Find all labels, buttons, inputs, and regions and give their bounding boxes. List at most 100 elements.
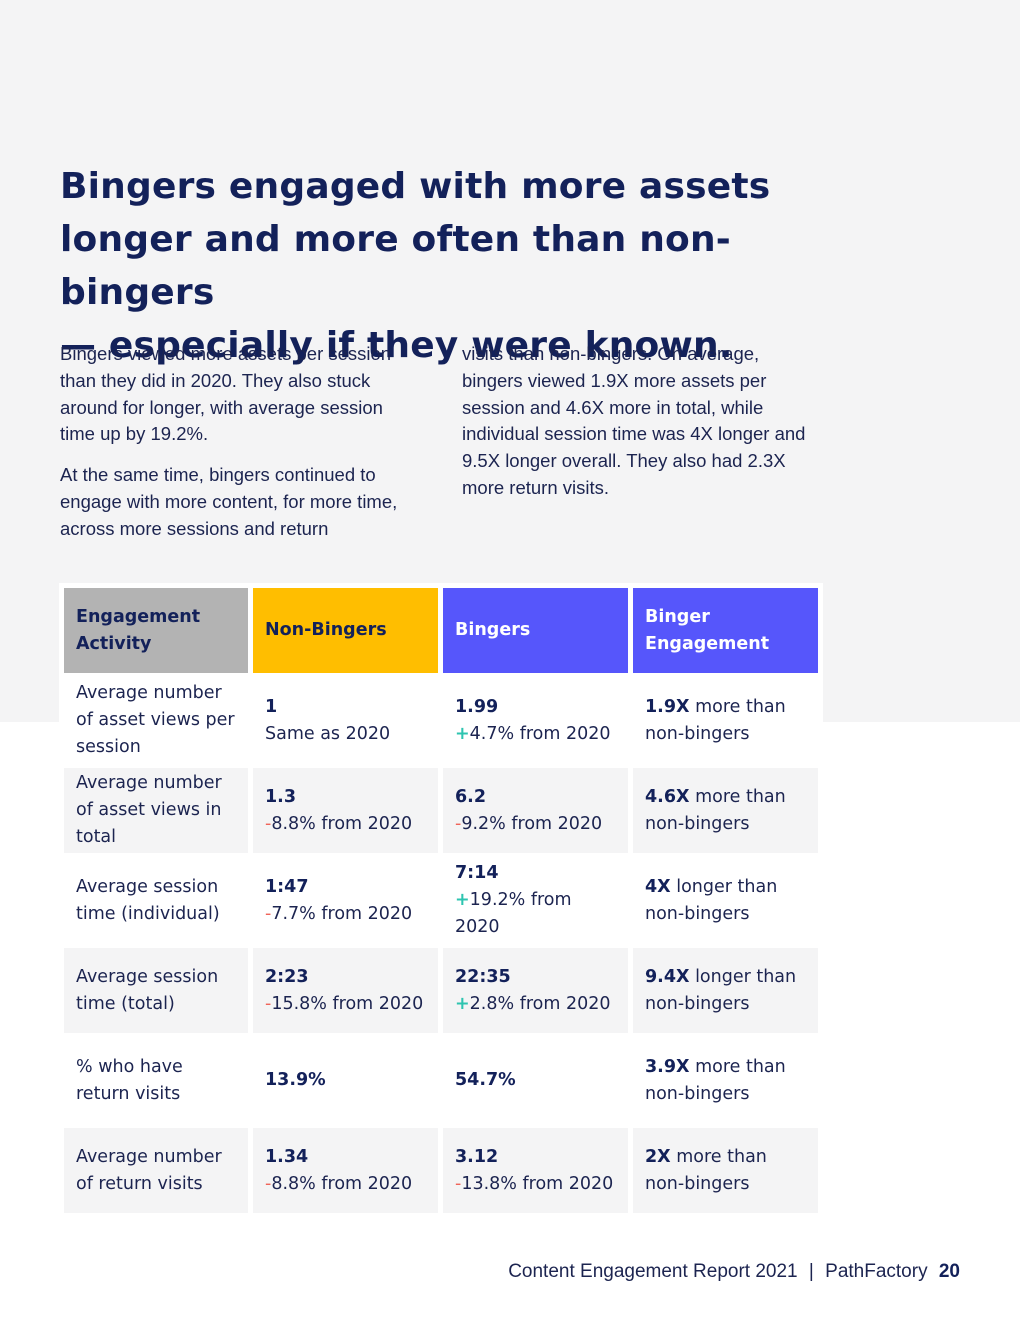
page-headline: Bingers engaged with more assets longer … [60, 160, 860, 372]
engagement-multiplier: 2X [645, 1146, 671, 1167]
header-non-bingers: Non-Bingers [253, 588, 438, 673]
engagement-text: longer than non-bingers [645, 966, 797, 1014]
binger-engagement-cell: 2X more than non-bingers [633, 1128, 818, 1213]
non_bingers-value: 1:47 [265, 876, 309, 897]
activity-cell: Average session time (total) [64, 948, 248, 1033]
bingers-cell: 1.99 +4.7% from 2020 [443, 678, 628, 763]
table-header-row: Engagement Activity Non-Bingers Bingers … [64, 588, 818, 673]
non-bingers-cell: 13.9% [253, 1038, 438, 1123]
activity-label: % who have return visits [76, 1056, 183, 1104]
bingers-change-sign: + [455, 723, 470, 744]
non_bingers-value: 13.9% [265, 1070, 326, 1090]
header-engagement-activity: Engagement Activity [64, 588, 248, 673]
table-row: Average number of asset views per sessio… [64, 678, 818, 763]
headline-line: Bingers engaged with more assets [60, 166, 771, 207]
non-bingers-cell: 2:23 -15.8% from 2020 [253, 948, 438, 1033]
non_bingers-change-sign: - [265, 903, 272, 924]
non_bingers-change-sign: - [265, 1173, 272, 1194]
non-bingers-cell: 1 Same as 2020 [253, 678, 438, 763]
bingers-value: 7:14 [455, 863, 499, 883]
non-bingers-cell: 1:47 -7.7% from 2020 [253, 858, 438, 943]
activity-label: Average number of asset views per sessio… [76, 683, 235, 757]
body-paragraph: Bingers viewed more assets per session t… [60, 343, 392, 445]
engagement-multiplier: 4.6X [645, 786, 690, 807]
non-bingers-cell: 1.34 -8.8% from 2020 [253, 1128, 438, 1213]
activity-cell: Average session time (individual) [64, 858, 248, 943]
activity-label: Average session time (total) [76, 966, 219, 1014]
footer-separator: | [808, 1261, 814, 1282]
bingers-cell: 6.2 -9.2% from 2020 [443, 768, 628, 853]
headline-line: — especially if they were known. [60, 325, 733, 366]
table-row: Average session time (individual) 1:47 -7.… [64, 858, 818, 943]
page-number: 20 [938, 1261, 960, 1282]
bingers-value: 22:35 [455, 966, 511, 987]
engagement-text: more than non-bingers [645, 1056, 786, 1104]
binger-engagement-cell: 4X longer than non-bingers [633, 858, 818, 943]
non_bingers-value: 1.3 [265, 786, 297, 807]
bingers-change-sign: + [455, 993, 470, 1014]
activity-cell: % who have return visits [64, 1038, 248, 1123]
footer-report-title: Content Engagement Report 2021 [508, 1261, 798, 1282]
bingers-change: 13.8% from 2020 [461, 1173, 614, 1194]
footer-brand: PathFactory [825, 1261, 928, 1282]
engagement-multiplier: 9.4X [645, 966, 690, 987]
bingers-change-sign: - [455, 813, 462, 834]
binger-engagement-cell: 3.9X more than non-bingers [633, 1038, 818, 1123]
bingers-change: 2.8% from 2020 [469, 993, 611, 1014]
page-footer: Content Engagement Report 2021 | PathFac… [508, 1261, 960, 1283]
non_bingers-value: 1 [265, 696, 278, 717]
bingers-value: 6.2 [455, 786, 487, 807]
bingers-cell: 54.7% [443, 1038, 628, 1123]
non_bingers-change-sign: - [265, 993, 272, 1014]
activity-cell: Average number of asset views per sessio… [64, 678, 248, 763]
non_bingers-change: 7.7% from 2020 [271, 903, 413, 924]
bingers-cell: 22:35 +2.8% from 2020 [443, 948, 628, 1033]
binger-engagement-cell: 1.9X more than non-bingers [633, 678, 818, 763]
table-row: % who have return visits 13.9% 54.7% 3.9X m… [64, 1038, 818, 1123]
bingers-cell: 7:14 +19.2% from 2020 [443, 858, 628, 943]
bingers-value: 3.12 [455, 1146, 499, 1167]
engagement-multiplier: 3.9X [645, 1056, 690, 1077]
body-column-left: Bingers viewed more assets per session t… [60, 341, 420, 557]
non_bingers-change: 8.8% from 2020 [271, 1173, 413, 1194]
non_bingers-change-sign: - [265, 813, 272, 834]
table-row: Average number of asset views in total 1.… [64, 768, 818, 853]
engagement-text: more than non-bingers [645, 1146, 767, 1194]
body-column-right: visits than non-bingers. On average, bin… [462, 341, 822, 557]
table-row: Average number of return visits 1.34 -8.8%… [64, 1128, 818, 1213]
non_bingers-value: 1.34 [265, 1146, 309, 1167]
headline-line: longer and more often than non-bingers [60, 219, 731, 313]
table-row: Average session time (total) 2:23 -15.8% f… [64, 948, 818, 1033]
body-paragraph: visits than non-bingers. On average, bin… [462, 343, 806, 498]
non_bingers-change: 15.8% from 2020 [271, 993, 424, 1014]
engagement-text: more than non-bingers [645, 696, 786, 744]
non_bingers-change: 8.8% from 2020 [271, 813, 413, 834]
bingers-change: 9.2% from 2020 [461, 813, 603, 834]
engagement-table: Engagement Activity Non-Bingers Bingers … [59, 583, 823, 1218]
activity-label: Average session time (individual) [76, 876, 220, 924]
binger-engagement-cell: 4.6X more than non-bingers [633, 768, 818, 853]
bingers-value: 1.99 [455, 696, 499, 717]
bingers-change: 19.2% from 2020 [455, 890, 572, 937]
activity-cell: Average number of return visits [64, 1128, 248, 1213]
engagement-text: more than non-bingers [645, 786, 786, 834]
engagement-multiplier: 4X [645, 876, 671, 897]
engagement-multiplier: 1.9X [645, 696, 690, 717]
activity-label: Average number of asset views in total [76, 773, 222, 847]
non_bingers-change: Same as 2020 [265, 723, 391, 744]
header-bingers: Bingers [443, 588, 628, 673]
bingers-change-sign: + [455, 890, 470, 910]
non-bingers-cell: 1.3 -8.8% from 2020 [253, 768, 438, 853]
body-paragraph: At the same time, bingers continued to e… [60, 464, 398, 539]
bingers-change-sign: - [455, 1173, 462, 1194]
bingers-cell: 3.12 -13.8% from 2020 [443, 1128, 628, 1213]
activity-cell: Average number of asset views in total [64, 768, 248, 853]
table-body: Average number of asset views per sessio… [64, 678, 818, 1213]
binger-engagement-cell: 9.4X longer than non-bingers [633, 948, 818, 1033]
non_bingers-value: 2:23 [265, 966, 309, 987]
engagement-text: longer than non-bingers [645, 876, 778, 924]
activity-label: Average number of return visits [76, 1146, 222, 1194]
body-text: Bingers viewed more assets per session t… [60, 341, 830, 557]
header-binger-engagement: Binger Engagement [633, 588, 818, 673]
bingers-value: 54.7% [455, 1070, 516, 1090]
